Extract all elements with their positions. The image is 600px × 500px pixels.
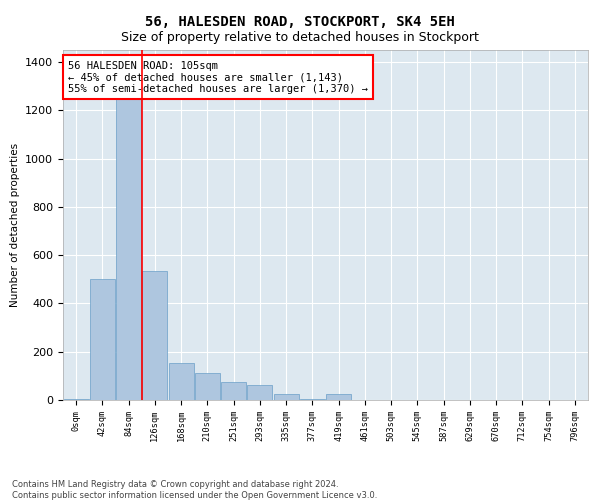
Bar — [326, 394, 351, 400]
Bar — [300, 399, 325, 400]
Text: Size of property relative to detached houses in Stockport: Size of property relative to detached ho… — [121, 31, 479, 44]
Bar — [221, 382, 246, 400]
Bar — [64, 399, 89, 400]
Text: Contains public sector information licensed under the Open Government Licence v3: Contains public sector information licen… — [12, 491, 377, 500]
Bar — [195, 374, 220, 400]
Bar — [169, 362, 194, 400]
Bar — [116, 76, 141, 400]
Bar — [142, 271, 167, 400]
Text: 56 HALESDEN ROAD: 105sqm
← 45% of detached houses are smaller (1,143)
55% of sem: 56 HALESDEN ROAD: 105sqm ← 45% of detach… — [68, 60, 368, 94]
Y-axis label: Number of detached properties: Number of detached properties — [10, 143, 20, 307]
Bar — [90, 280, 115, 400]
Bar — [247, 385, 272, 400]
Text: 56, HALESDEN ROAD, STOCKPORT, SK4 5EH: 56, HALESDEN ROAD, STOCKPORT, SK4 5EH — [145, 15, 455, 29]
Bar — [274, 394, 299, 400]
Text: Contains HM Land Registry data © Crown copyright and database right 2024.: Contains HM Land Registry data © Crown c… — [12, 480, 338, 489]
